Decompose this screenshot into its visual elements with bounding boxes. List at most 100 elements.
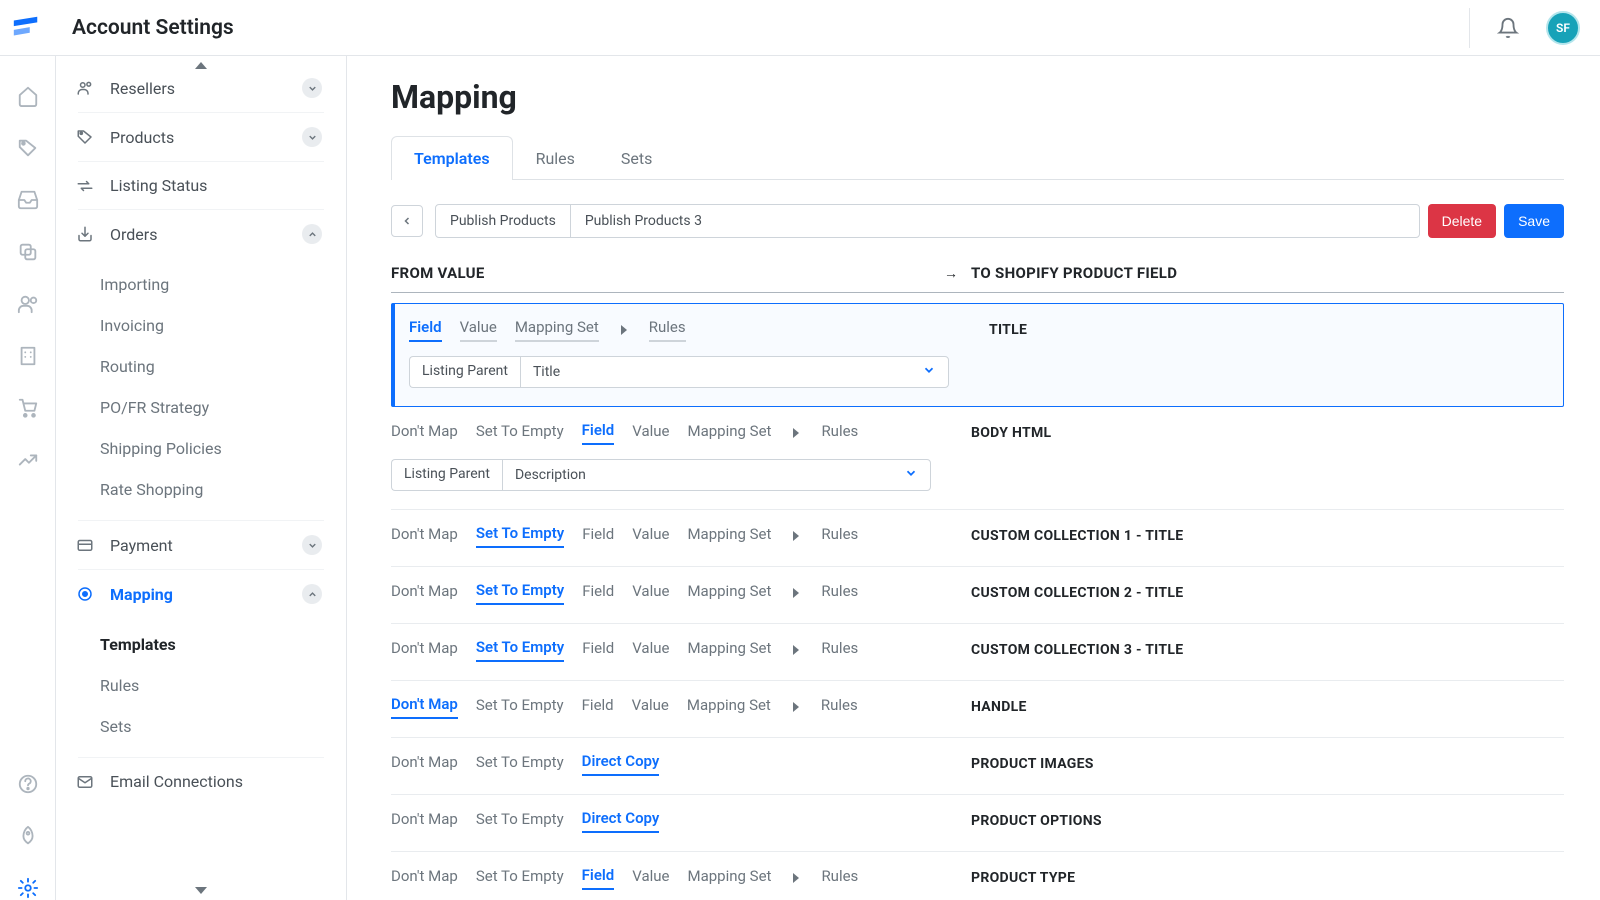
chip-rules[interactable]: Rules: [649, 318, 686, 342]
gear-icon[interactable]: [16, 876, 40, 900]
chip-set-to-empty[interactable]: Set To Empty: [476, 524, 564, 548]
cart-icon[interactable]: [16, 396, 40, 420]
avatar[interactable]: SF: [1546, 11, 1580, 45]
save-button[interactable]: Save: [1504, 204, 1564, 238]
sidebar-item-mapping[interactable]: Mapping: [56, 570, 346, 618]
sidebar-subitem-po-fr-strategy[interactable]: PO/FR Strategy: [56, 387, 346, 428]
chip-direct-copy[interactable]: Direct Copy: [582, 752, 660, 776]
sidebar-subitem-rate-shopping[interactable]: Rate Shopping: [56, 469, 346, 510]
chip-field[interactable]: Field: [582, 639, 614, 661]
select-value[interactable]: Title: [520, 356, 949, 388]
chip-direct-copy[interactable]: Direct Copy: [582, 809, 660, 833]
sidebar-item-products[interactable]: Products: [56, 113, 346, 161]
chip-field[interactable]: Field: [582, 866, 615, 890]
help-icon[interactable]: [16, 772, 40, 796]
chip-mapping-set[interactable]: Mapping Set: [687, 639, 771, 661]
sidebar-item-label: Resellers: [110, 79, 175, 98]
breadcrumb-input[interactable]: Publish Products Publish Products 3: [435, 204, 1420, 238]
sidebar-subitem-rules[interactable]: Rules: [56, 665, 346, 706]
chip-rules[interactable]: Rules: [821, 422, 858, 444]
copy-icon[interactable]: [16, 240, 40, 264]
chip-set-to-empty[interactable]: Set To Empty: [476, 422, 564, 444]
chip-don-t-map[interactable]: Don't Map: [391, 695, 458, 719]
chip-set-to-empty[interactable]: Set To Empty: [476, 867, 564, 889]
chip-value[interactable]: Value: [632, 582, 669, 604]
chart-icon[interactable]: [16, 448, 40, 472]
delete-button[interactable]: Delete: [1428, 204, 1496, 238]
sidebar-item-orders[interactable]: Orders: [56, 210, 346, 258]
chip-set-to-empty[interactable]: Set To Empty: [476, 753, 564, 775]
chevron-down-icon[interactable]: [302, 78, 322, 98]
chip-value[interactable]: Value: [632, 422, 669, 444]
chip-don-t-map[interactable]: Don't Map: [391, 810, 458, 832]
chip-set-to-empty[interactable]: Set To Empty: [476, 696, 564, 718]
chip-field[interactable]: Field: [409, 318, 442, 342]
rocket-icon[interactable]: [16, 824, 40, 848]
sidebar-subitem-importing[interactable]: Importing: [56, 264, 346, 305]
tab-sets[interactable]: Sets: [598, 136, 675, 180]
chip-don-t-map[interactable]: Don't Map: [391, 422, 458, 444]
tag-icon[interactable]: [16, 136, 40, 160]
chip-rules[interactable]: Rules: [821, 639, 858, 661]
building-icon[interactable]: [16, 344, 40, 368]
chip-field[interactable]: Field: [582, 525, 614, 547]
scroll-up-icon[interactable]: [195, 62, 207, 69]
chip-set-to-empty[interactable]: Set To Empty: [476, 581, 564, 605]
chip-value[interactable]: Value: [632, 639, 669, 661]
chevron-down-icon[interactable]: [302, 127, 322, 147]
toolbar: Publish Products Publish Products 3 Dele…: [391, 204, 1564, 238]
chip-field[interactable]: Field: [582, 582, 614, 604]
sidebar-item-listing-status[interactable]: Listing Status: [56, 162, 346, 209]
sidebar-subitem-invoicing[interactable]: Invoicing: [56, 305, 346, 346]
sidebar-item-resellers[interactable]: Resellers: [56, 64, 346, 112]
chip-value[interactable]: Value: [632, 867, 669, 889]
tab-rules[interactable]: Rules: [513, 136, 598, 180]
app-logo[interactable]: [8, 10, 44, 46]
chip-field[interactable]: Field: [582, 421, 615, 445]
chip-value[interactable]: Value: [632, 696, 669, 718]
card-icon: [76, 536, 96, 554]
chip-rules[interactable]: Rules: [821, 525, 858, 547]
sidebar-item-email-connections[interactable]: Email Connections: [56, 758, 346, 805]
chip-mapping-set[interactable]: Mapping Set: [687, 867, 771, 889]
chip-don-t-map[interactable]: Don't Map: [391, 867, 458, 889]
chip-mapping-set[interactable]: Mapping Set: [687, 582, 771, 604]
chip-field[interactable]: Field: [582, 696, 614, 718]
chip-value[interactable]: Value: [632, 525, 669, 547]
tab-templates[interactable]: Templates: [391, 136, 513, 180]
chip-rules[interactable]: Rules: [821, 582, 858, 604]
chip-set-to-empty[interactable]: Set To Empty: [476, 810, 564, 832]
caret-right-icon: [793, 873, 799, 883]
sidebar-item-payment[interactable]: Payment: [56, 521, 346, 569]
scroll-down-icon[interactable]: [195, 887, 207, 894]
chip-mapping-set[interactable]: Mapping Set: [687, 696, 771, 718]
chip-don-t-map[interactable]: Don't Map: [391, 753, 458, 775]
select-prefix: Listing Parent: [409, 356, 520, 388]
chevron-up-icon[interactable]: [302, 584, 322, 604]
users-icon[interactable]: [16, 292, 40, 316]
chip-don-t-map[interactable]: Don't Map: [391, 639, 458, 661]
chip-rules[interactable]: Rules: [821, 867, 858, 889]
field-select[interactable]: Listing ParentTitle: [409, 356, 949, 388]
sidebar-subitem-sets[interactable]: Sets: [56, 706, 346, 747]
sidebar-subitem-routing[interactable]: Routing: [56, 346, 346, 387]
chip-don-t-map[interactable]: Don't Map: [391, 582, 458, 604]
chip-mapping-set[interactable]: Mapping Set: [515, 318, 599, 342]
chip-rules[interactable]: Rules: [821, 696, 858, 718]
chevron-down-icon[interactable]: [302, 535, 322, 555]
field-select[interactable]: Listing ParentDescription: [391, 459, 931, 491]
sidebar-subitem-templates[interactable]: Templates: [56, 624, 346, 665]
chevron-up-icon[interactable]: [302, 224, 322, 244]
chip-mapping-set[interactable]: Mapping Set: [687, 422, 771, 444]
chip-set-to-empty[interactable]: Set To Empty: [476, 638, 564, 662]
chip-don-t-map[interactable]: Don't Map: [391, 525, 458, 547]
select-value[interactable]: Description: [502, 459, 931, 491]
bell-icon[interactable]: [1490, 10, 1526, 46]
sidebar-subitem-shipping-policies[interactable]: Shipping Policies: [56, 428, 346, 469]
chip-value[interactable]: Value: [460, 318, 497, 342]
inbox-icon[interactable]: [16, 188, 40, 212]
home-icon[interactable]: [16, 84, 40, 108]
back-button[interactable]: [391, 205, 423, 237]
sidebar: Resellers ProductsListing StatusOrders Imp…: [56, 56, 347, 900]
chip-mapping-set[interactable]: Mapping Set: [687, 525, 771, 547]
